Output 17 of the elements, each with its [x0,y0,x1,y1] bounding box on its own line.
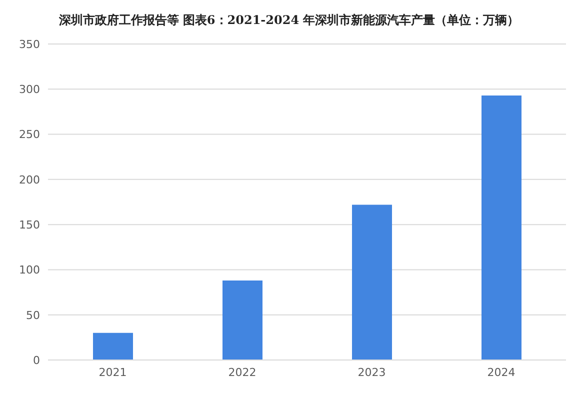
y-tick-label: 250 [19,128,40,142]
y-tick-label: 0 [33,354,40,367]
y-tick-label: 150 [19,218,40,232]
bar [93,332,133,360]
y-tick-label: 50 [26,308,40,322]
x-tick-label: 2022 [228,366,256,379]
bar [482,95,522,360]
y-tick-label: 300 [19,83,40,96]
x-tick-label: 2021 [98,366,127,379]
bar [352,204,392,360]
y-tick-label: 100 [19,264,40,277]
bar [222,280,262,360]
x-tick-label: 2024 [487,366,516,379]
chart-title: 深圳市政府工作报告等 图表6：2021-2024 年深圳市新能源汽车产量（单位：万辆） [58,12,520,29]
x-tick-label: 2023 [358,366,386,379]
y-tick-label: 200 [19,173,40,186]
y-tick-label: 350 [19,38,40,51]
